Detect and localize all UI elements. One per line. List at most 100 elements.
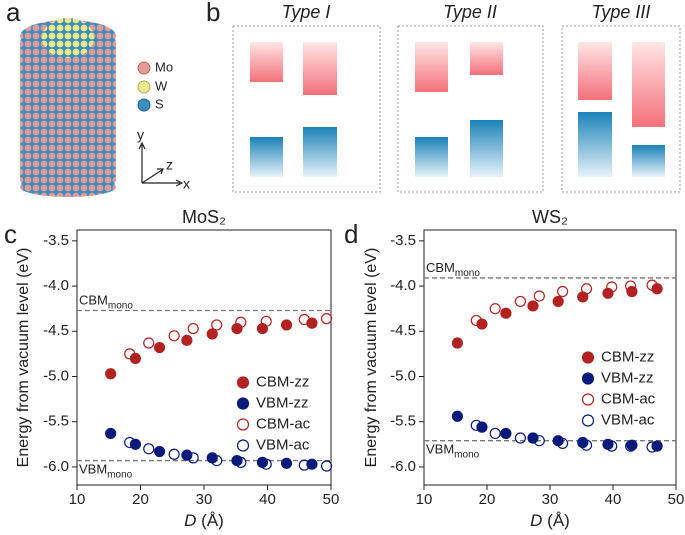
x-tick-label: 40: [259, 491, 276, 508]
data-point: [602, 287, 614, 299]
legend-marker: [236, 439, 250, 452]
data-point: [105, 368, 117, 380]
legend-marker: [581, 414, 595, 427]
data-point: [606, 440, 618, 452]
x-tick-label: 40: [605, 491, 622, 508]
legend-label: VBM-zz: [256, 394, 309, 411]
data-point: [211, 319, 223, 331]
data-point: [646, 441, 658, 453]
x-axis-label-part: (Å): [542, 511, 569, 530]
legend-label: VBM-ac: [256, 436, 310, 453]
x-axis-label-part: D: [184, 511, 196, 530]
data-point: [489, 427, 501, 440]
data-point: [129, 438, 142, 450]
data-point: [143, 443, 155, 455]
legend-marker: [236, 397, 250, 410]
panel-label: d: [344, 219, 358, 249]
legend-label: S: [155, 96, 164, 111]
data-point: [181, 334, 193, 346]
data-point: [527, 432, 539, 444]
y-tick-label: -4.5: [43, 322, 69, 339]
y-tick-label: -5.0: [390, 367, 416, 384]
y-axis-label: Energy from vacuum level (eV): [363, 248, 380, 468]
data-point: [181, 449, 193, 461]
x-tick-label: 20: [479, 491, 496, 508]
x-axis-label-part: D: [530, 511, 542, 530]
x-tick-label: 10: [69, 491, 86, 508]
legend-marker: [581, 393, 595, 406]
data-point: [580, 439, 593, 451]
x-tick-label: 50: [323, 491, 340, 508]
annotation: VBMmono: [79, 462, 133, 480]
legend-label: VBM-ac: [601, 411, 655, 428]
axes-glyph: [138, 141, 184, 187]
annotation-sub: mono: [455, 268, 480, 279]
annotation-main: VBM: [426, 442, 454, 457]
legend-swatch: [137, 98, 151, 112]
panel-label: a: [6, 0, 21, 27]
legend-label: CBM-ac: [256, 415, 311, 432]
data-point: [606, 281, 618, 293]
data-point: [320, 313, 333, 325]
data-point: [105, 427, 117, 440]
data-point: [451, 337, 463, 349]
band-diagrams: [232, 25, 681, 193]
data-point: [646, 279, 658, 291]
x-tick-label: 20: [132, 491, 149, 508]
data-point: [187, 452, 199, 464]
data-point: [153, 445, 166, 458]
x-tick-label: 30: [196, 491, 213, 508]
data-point: [500, 427, 512, 440]
data-point: [187, 322, 199, 335]
y-tick-label: -4.0: [390, 277, 416, 294]
data-point: [514, 432, 526, 444]
data-point: [235, 456, 247, 468]
y-tick-label: -5.5: [43, 413, 69, 430]
annotation-main: CBM: [426, 260, 455, 275]
data-point: [153, 341, 166, 354]
data-point: [168, 448, 180, 460]
band-type-label: Type II: [443, 2, 497, 22]
data-point: [476, 318, 488, 330]
data-point: [168, 330, 180, 342]
annotation-sub: mono: [107, 469, 132, 480]
data-point: [206, 328, 218, 340]
annotation: VBMmono: [426, 442, 480, 460]
x-axis-label-part: (Å): [196, 511, 223, 530]
y-tick-label: -5.5: [390, 413, 416, 430]
data-point: [552, 295, 564, 308]
data-point: [580, 283, 593, 295]
data-point: [533, 290, 545, 302]
x-tick-label: 10: [416, 491, 433, 508]
legend-swatch: [137, 61, 151, 75]
data-point: [260, 458, 272, 470]
data-point: [280, 457, 293, 469]
legend-label: CBM-ac: [601, 390, 656, 407]
data-point: [451, 410, 463, 422]
y-tick-label: -3.5: [390, 232, 416, 249]
axis-glyph-label: x: [183, 176, 190, 192]
x-tick-label: 30: [542, 491, 559, 508]
axis-glyph-label: y: [137, 127, 144, 143]
data-point: [470, 314, 482, 327]
band-type-label: Type III: [592, 2, 651, 22]
y-tick-label: -4.5: [390, 322, 416, 339]
data-point: [298, 313, 310, 326]
panel-label: b: [206, 0, 220, 27]
data-point: [556, 285, 569, 298]
legend-marker: [581, 372, 595, 385]
annotation-sub: mono: [108, 300, 133, 311]
annotation: CBMmono: [426, 260, 480, 278]
legend-marker: [236, 418, 250, 431]
data-point: [260, 315, 272, 327]
y-tick-label: -4.0: [43, 277, 69, 294]
data-point: [625, 280, 637, 292]
legend-label: CBM-zz: [601, 348, 654, 365]
data-point: [124, 348, 136, 360]
band-type-label: Type I: [282, 2, 331, 22]
data-point: [320, 460, 333, 472]
y-tick-label: -6.0: [390, 458, 416, 475]
data-point: [470, 419, 482, 431]
legend-swatch: [137, 80, 151, 94]
